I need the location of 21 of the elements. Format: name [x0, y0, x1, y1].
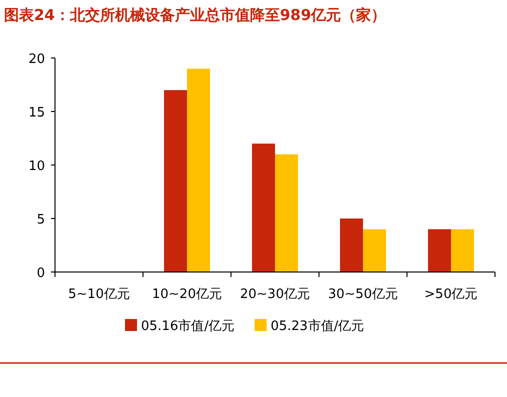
y-tick-label: 5: [36, 212, 45, 228]
bar: [340, 218, 363, 272]
chart-title: 图表24：北交所机械设备产业总市值降至989亿元（家）: [4, 6, 386, 24]
y-tick-label: 20: [28, 52, 45, 67]
y-tick-label: 10: [28, 159, 45, 174]
x-tick-label: >50亿元: [424, 287, 478, 302]
y-tick-label: 0: [36, 266, 45, 281]
bar: [252, 144, 275, 272]
x-tick-label: 30~50亿元: [328, 287, 398, 302]
x-tick-label: 10~20亿元: [152, 287, 222, 302]
legend-label: 05.23市值/亿元: [270, 319, 364, 334]
bar: [164, 90, 187, 272]
x-tick-label: 20~30亿元: [240, 287, 310, 302]
bar: [363, 229, 386, 272]
bar: [187, 68, 210, 272]
y-tick-label: 15: [28, 106, 45, 120]
x-tick-label: 5~10亿元: [68, 287, 130, 302]
bar: [428, 229, 451, 272]
bar: [451, 229, 474, 272]
legend-label: 05.16市值/亿元: [141, 319, 235, 334]
bar: [275, 154, 298, 272]
